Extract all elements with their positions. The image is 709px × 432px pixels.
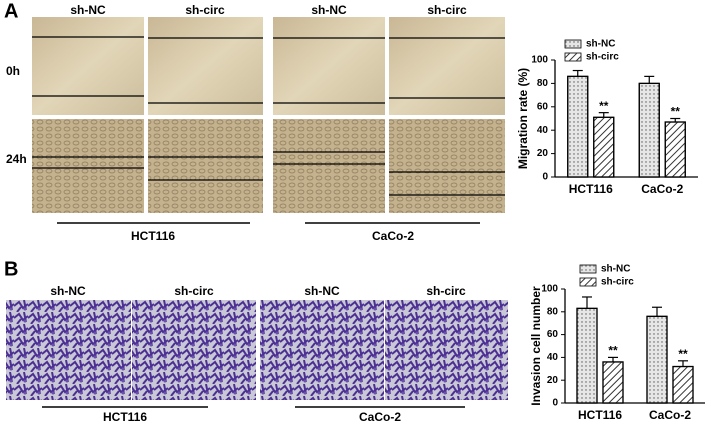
group-label: CaCo-2 bbox=[359, 410, 401, 424]
y-tick-label: 20 bbox=[537, 148, 549, 159]
row-label: 0h bbox=[6, 64, 20, 78]
image bbox=[32, 17, 144, 115]
image bbox=[385, 300, 508, 400]
column-label: sh-circ bbox=[185, 3, 225, 17]
bar-pattern bbox=[672, 365, 694, 404]
x-tick-label: HCT116 bbox=[569, 182, 613, 196]
column-label: sh-NC bbox=[70, 3, 106, 17]
image bbox=[132, 300, 256, 400]
y-tick-label: 100 bbox=[541, 284, 558, 295]
x-tick-label: CaCo-2 bbox=[641, 182, 683, 196]
bar-pattern bbox=[593, 116, 615, 178]
image bbox=[260, 300, 384, 400]
group-label: HCT116 bbox=[131, 229, 175, 243]
significance: ** bbox=[678, 347, 688, 361]
bar-pattern bbox=[664, 121, 686, 178]
panel-label: A bbox=[4, 0, 18, 22]
significance: ** bbox=[608, 344, 618, 358]
significance: ** bbox=[599, 99, 609, 113]
image bbox=[148, 17, 263, 115]
legend-swatch-pattern bbox=[565, 53, 581, 61]
image bbox=[32, 119, 144, 213]
image bbox=[273, 17, 385, 115]
y-tick-label: 0 bbox=[552, 398, 558, 409]
significance: ** bbox=[671, 105, 681, 119]
column-label: sh-circ bbox=[426, 284, 466, 298]
legend-label: sh-circ bbox=[601, 277, 634, 288]
scratch-lines bbox=[32, 36, 505, 196]
y-tick-label: 0 bbox=[542, 172, 548, 183]
image bbox=[273, 119, 385, 213]
y-axis-label: Migration rate (%) bbox=[516, 68, 530, 169]
group-label: CaCo-2 bbox=[372, 229, 414, 243]
bar-pattern bbox=[567, 75, 589, 178]
legend-label: sh-NC bbox=[586, 39, 615, 50]
column-label: sh-NC bbox=[50, 284, 86, 298]
legend-label: sh-circ bbox=[586, 52, 619, 63]
column-label: sh-circ bbox=[174, 284, 214, 298]
image bbox=[6, 300, 131, 400]
bar-pattern bbox=[602, 361, 624, 404]
group-label: HCT116 bbox=[103, 410, 147, 424]
legend-swatch-pattern bbox=[565, 40, 581, 48]
x-tick-label: CaCo-2 bbox=[649, 408, 691, 422]
row-label: 24h bbox=[6, 152, 27, 166]
panel-label: B bbox=[4, 258, 18, 280]
y-tick-label: 40 bbox=[537, 125, 549, 136]
y-tick-label: 60 bbox=[537, 101, 549, 112]
y-tick-label: 20 bbox=[547, 375, 559, 386]
y-axis-label: Invasion cell number bbox=[529, 286, 543, 406]
column-label: sh-NC bbox=[311, 3, 347, 17]
x-tick-label: HCT116 bbox=[578, 408, 622, 422]
bar-pattern bbox=[576, 307, 598, 404]
y-tick-label: 80 bbox=[547, 306, 559, 317]
y-tick-label: 100 bbox=[531, 55, 548, 66]
bar-pattern bbox=[638, 82, 660, 178]
legend-label: sh-NC bbox=[601, 264, 630, 275]
legend-swatch-pattern bbox=[580, 265, 596, 273]
column-label: sh-circ bbox=[427, 3, 467, 17]
column-label: sh-NC bbox=[304, 284, 340, 298]
y-tick-label: 40 bbox=[547, 352, 559, 363]
legend-swatch-pattern bbox=[580, 278, 596, 286]
bar-pattern bbox=[646, 315, 668, 404]
micrographs bbox=[6, 17, 508, 408]
image bbox=[389, 17, 505, 115]
group-underlines bbox=[42, 222, 480, 408]
image bbox=[389, 119, 505, 213]
y-tick-label: 60 bbox=[547, 329, 559, 340]
y-tick-label: 80 bbox=[537, 78, 549, 89]
image bbox=[148, 119, 263, 213]
